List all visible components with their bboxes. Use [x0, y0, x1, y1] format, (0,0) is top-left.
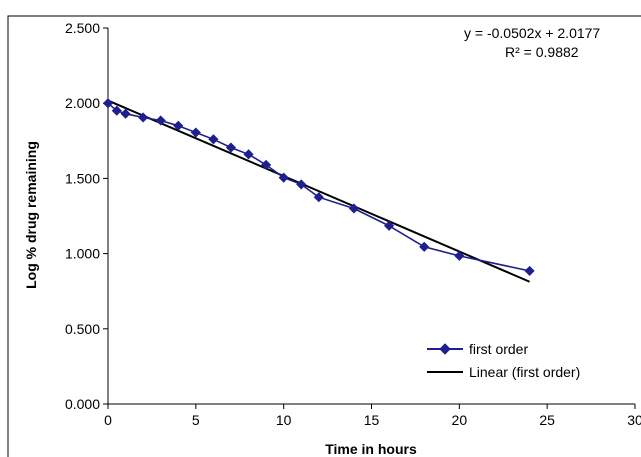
data-point [384, 220, 395, 231]
chart-frame [7, 15, 641, 457]
y-tick-label: 2.500 [65, 20, 100, 36]
x-tick-label: 30 [627, 412, 641, 428]
x-axis-title: Time in hours [325, 441, 417, 457]
data-point [313, 192, 324, 203]
x-tick-label: 0 [104, 412, 112, 428]
data-point [243, 149, 254, 160]
data-point [155, 115, 166, 126]
x-tick-label: 10 [276, 412, 292, 428]
y-tick-label: 1.500 [65, 170, 100, 186]
trendline-series [107, 99, 530, 283]
data-point [278, 172, 289, 183]
data-point [173, 120, 184, 131]
r-squared-label: R² = 0.9882 [505, 44, 579, 60]
x-tick-label: 5 [192, 412, 200, 428]
y-tick-label: 1.000 [65, 246, 100, 262]
data-point [190, 127, 201, 138]
legend-trendline-label: Linear (first order) [469, 364, 580, 380]
data-point [524, 265, 535, 276]
data-point [419, 241, 430, 252]
axes [103, 27, 636, 409]
y-axis-title: Log % drug remaining [23, 141, 39, 289]
legend-series-marker [439, 343, 451, 355]
data-point [111, 105, 122, 116]
data-point [138, 112, 149, 123]
y-tick-label: 2.000 [65, 95, 100, 111]
x-tick-label: 20 [452, 412, 468, 428]
y-tick-label: 0.500 [65, 321, 100, 337]
data-point [348, 203, 359, 214]
first-order-series [102, 98, 535, 276]
data-point [102, 98, 114, 109]
data-point [261, 159, 272, 170]
legend-series-label: first order [469, 341, 528, 357]
data-point [208, 134, 219, 145]
x-tick-label: 15 [364, 412, 380, 428]
tick-labels: 0.000 0.500 1.000 1.500 2.000 2.500 0 5 10 15 20 25… [65, 20, 641, 428]
legend: first order Linear (first order) [427, 341, 580, 380]
trendline [107, 99, 530, 283]
trendline-equation: y = -0.0502x + 2.0177 [464, 25, 600, 41]
data-point [454, 250, 465, 261]
data-point [296, 179, 307, 190]
data-point [225, 142, 237, 153]
x-tick-label: 25 [539, 412, 555, 428]
y-tick-label: 0.000 [65, 396, 100, 412]
data-point [120, 108, 131, 119]
